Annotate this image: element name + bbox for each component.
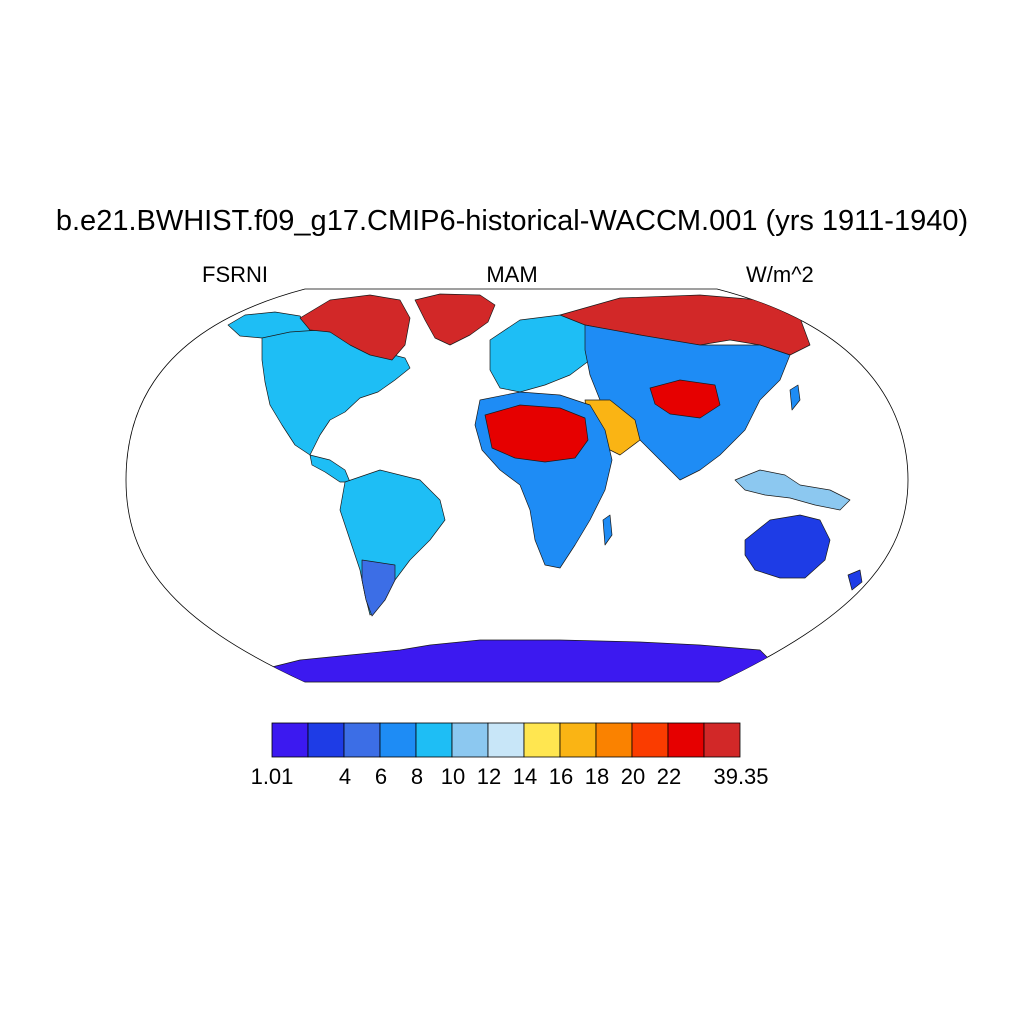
colorbar-swatch: [271, 722, 309, 758]
colorbar-tick-label: 22: [656, 764, 682, 789]
colorbar-swatch: [307, 722, 345, 758]
variable-label: FSRNI: [202, 262, 268, 287]
region-canadian-arctic: [299, 294, 411, 361]
colorbar-swatch: [451, 722, 489, 758]
region-madagascar: [602, 514, 613, 546]
colorbar-tick-label: 12: [476, 764, 502, 789]
colorbar-tick-label: 14: [512, 764, 538, 789]
colorbar-tick-label: 6: [374, 764, 388, 789]
region-australia: [744, 514, 831, 579]
colorbar-tick-label: 8: [410, 764, 424, 789]
colorbar: [271, 722, 741, 758]
region-new-zealand: [847, 569, 863, 591]
region-patagonia: [361, 559, 396, 617]
colorbar-swatch: [523, 722, 561, 758]
region-europe: [489, 314, 601, 393]
colorbar-swatch: [559, 722, 597, 758]
colorbar-swatch: [487, 722, 525, 758]
region-maritime-continent: [734, 469, 851, 511]
colorbar-swatch: [631, 722, 669, 758]
colorbar-swatch: [595, 722, 633, 758]
colorbar-tick-label: 16: [548, 764, 574, 789]
colorbar-swatch: [667, 722, 705, 758]
colorbar-tick-label: 10: [440, 764, 466, 789]
colorbar-swatch: [379, 722, 417, 758]
plot-title: b.e21.BWHIST.f09_g17.CMIP6-historical-WA…: [55, 205, 969, 237]
colorbar-tick-label: 39.35: [713, 764, 769, 789]
region-sahara: [484, 404, 589, 463]
colorbar-tick-label: 1.01: [250, 764, 294, 789]
colorbar-swatch: [343, 722, 381, 758]
colorbar-tick-label: 18: [584, 764, 610, 789]
colorbar-tick-label: 4: [338, 764, 352, 789]
region-japan: [789, 384, 801, 411]
colorbar-swatch: [703, 722, 741, 758]
region-tibet: [649, 379, 721, 419]
colorbar-swatch: [415, 722, 453, 758]
colorbar-tick-label: 20: [620, 764, 646, 789]
units-label: W/m^2: [746, 262, 814, 287]
season-label: MAM: [486, 262, 538, 287]
region-greenland: [414, 293, 496, 346]
